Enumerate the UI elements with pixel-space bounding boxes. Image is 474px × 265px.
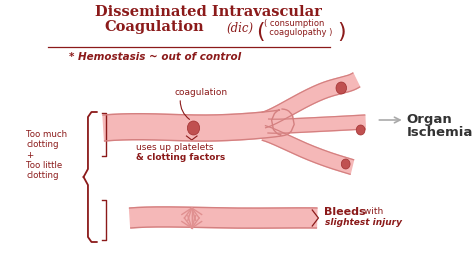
Text: Coagulation: Coagulation (104, 20, 204, 34)
Circle shape (356, 125, 365, 135)
Polygon shape (262, 126, 354, 174)
Circle shape (341, 159, 350, 169)
Text: Bleeds: Bleeds (324, 207, 365, 217)
Text: Ischemia: Ischemia (406, 126, 473, 139)
Polygon shape (103, 109, 294, 141)
Text: (: ( (256, 22, 264, 42)
Text: Disseminated Intravascular: Disseminated Intravascular (95, 5, 322, 19)
Text: * Hemostasis ~ out of control: * Hemostasis ~ out of control (69, 52, 241, 62)
Polygon shape (262, 73, 360, 128)
Text: Organ: Organ (406, 113, 452, 126)
Text: coagulopathy ): coagulopathy ) (264, 28, 332, 37)
Text: Too much
clotting
+
Too little
clotting: Too much clotting + Too little clotting (27, 130, 67, 180)
Text: ( consumption: ( consumption (264, 19, 324, 28)
Text: & clotting factors: & clotting factors (137, 153, 226, 162)
Circle shape (336, 82, 346, 94)
Text: (dic): (dic) (227, 22, 254, 35)
Text: ): ) (337, 22, 346, 42)
Polygon shape (268, 115, 365, 133)
Polygon shape (129, 207, 317, 228)
Circle shape (187, 121, 200, 135)
Text: uses up platelets: uses up platelets (137, 143, 214, 152)
Text: coagulation: coagulation (174, 88, 228, 97)
Text: with: with (361, 207, 383, 216)
Text: slightest injury: slightest injury (326, 218, 402, 227)
